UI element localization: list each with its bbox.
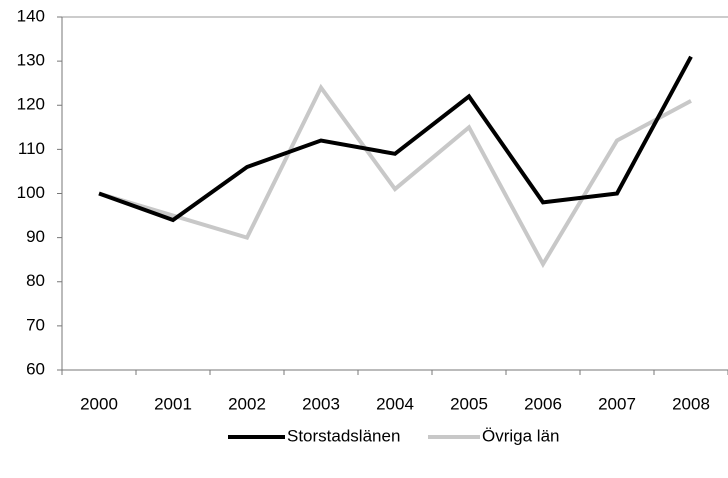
legend-label: Övriga län	[482, 426, 559, 445]
legend-label: Storstadslänen	[287, 426, 400, 445]
x-tick-label: 2007	[598, 394, 636, 413]
x-tick-label: 2004	[376, 394, 414, 413]
y-tick-label: 70	[26, 315, 45, 334]
x-tick-label: 2000	[80, 394, 118, 413]
y-tick-label: 100	[17, 183, 45, 202]
x-tick-label: 2002	[228, 394, 266, 413]
y-tick-label: 80	[26, 271, 45, 290]
x-tick-label: 2003	[302, 394, 340, 413]
y-tick-label: 60	[26, 359, 45, 378]
y-tick-label: 140	[17, 6, 45, 25]
x-tick-label: 2001	[154, 394, 192, 413]
y-tick-label: 90	[26, 227, 45, 246]
line-series	[98, 55, 693, 223]
y-tick-label: 120	[17, 95, 45, 114]
y-tick-label: 110	[18, 139, 45, 158]
x-tick-label: 2005	[450, 394, 488, 413]
x-tick-label: 2006	[524, 394, 562, 413]
line-series	[98, 83, 692, 269]
y-tick-label: 130	[17, 51, 45, 70]
x-tick-label: 2008	[672, 394, 710, 413]
